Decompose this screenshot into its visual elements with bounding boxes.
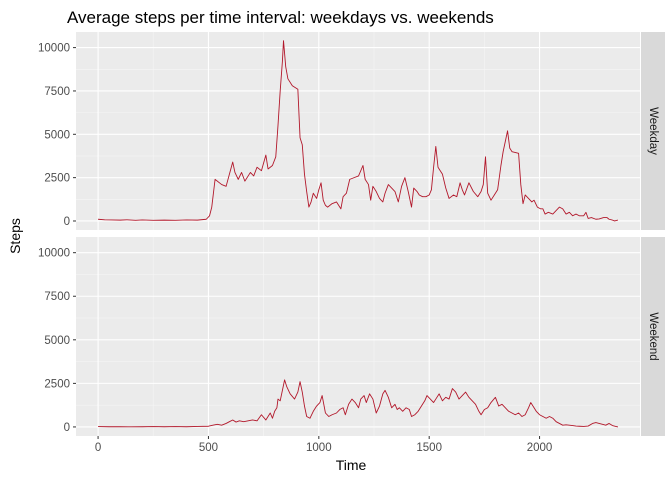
panel-background [76,32,640,230]
facet-panel-weekday: 0 2500 5000 7500 10000 Weekday [38,32,665,230]
y-axis-title: Steps [7,218,23,254]
y-tick-label: 2500 [44,378,70,390]
x-tick-label: 2000 [527,442,553,454]
plot-area: 025005000750010000Weekday025005000750010… [38,32,665,454]
y-tick-label: 7500 [44,291,70,303]
facet-strip [641,237,665,436]
series-line-weekend [98,379,619,428]
y-tick-label: 5000 [44,335,70,347]
facet-panel-weekend: 0 2500 5000 7500 10000 Weekend [38,237,665,436]
y-tick-label: 7500 [44,86,70,98]
facet-strip [641,32,665,230]
y-tick-label: 0 [64,422,70,434]
facet-strip-label: Weekend [647,312,659,360]
y-tick-label: 10000 [38,43,70,55]
x-tick-label: 1500 [416,442,442,454]
x-tick-label: 1000 [306,442,332,454]
x-tick-label: 0 [95,442,101,454]
y-tick-label: 10000 [38,248,70,260]
y-tick-label: 2500 [44,173,70,185]
panel-background [76,237,640,436]
x-axis-title: Time [336,457,367,473]
facet-strip-label: Weekday [647,107,659,155]
y-tick-label: 5000 [44,129,70,141]
x-tick-label: 500 [199,442,218,454]
series-line-weekday [98,40,619,222]
y-tick-label: 0 [64,216,70,228]
chart-title: Average steps per time interval: weekday… [67,8,494,27]
